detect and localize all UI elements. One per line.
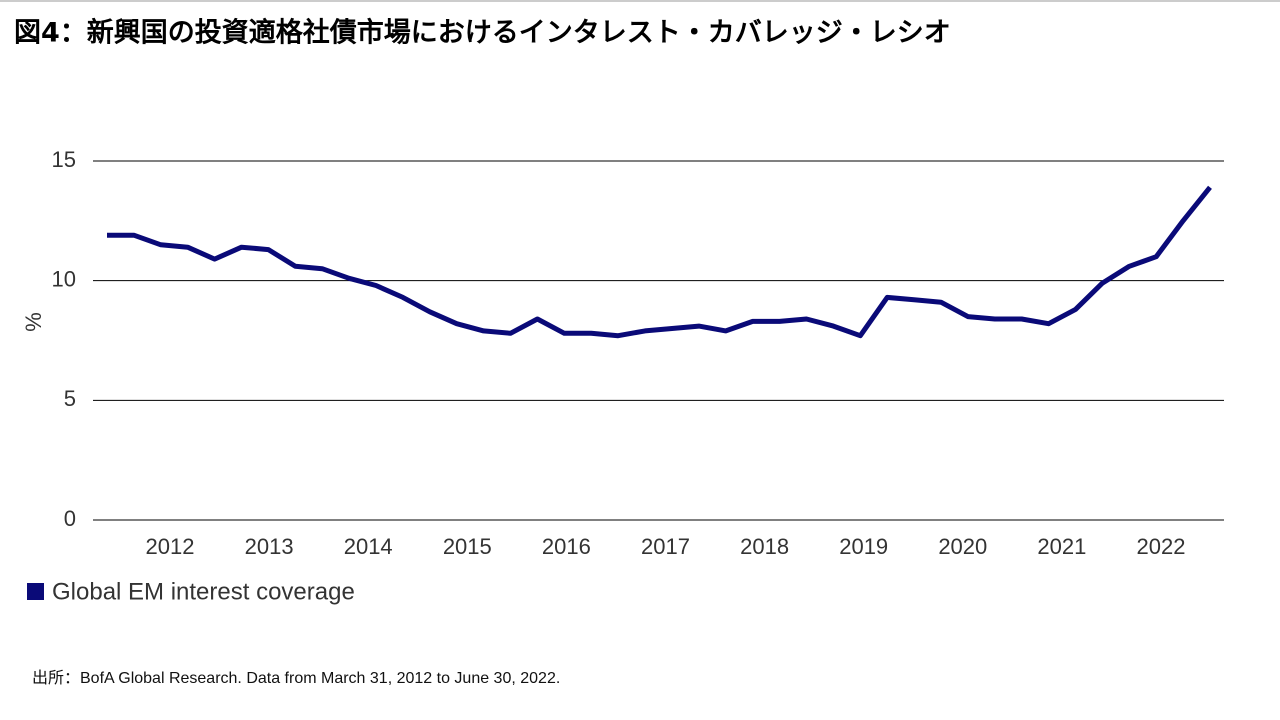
legend-label: Global EM interest coverage [52, 578, 355, 605]
y-tick-label: 0 [64, 506, 76, 531]
x-tick-label: 2015 [443, 534, 492, 559]
x-tick-label: 2018 [740, 534, 789, 559]
y-tick-label: 15 [52, 147, 76, 172]
x-tick-label: 2021 [1037, 534, 1086, 559]
x-tick-label: 2012 [146, 534, 195, 559]
x-tick-label: 2014 [344, 534, 393, 559]
y-tick-label: 5 [64, 386, 76, 411]
x-tick-label: 2013 [245, 534, 294, 559]
x-tick-label: 2019 [839, 534, 888, 559]
x-tick-label: 2020 [938, 534, 987, 559]
legend-swatch [27, 583, 44, 600]
data-line [107, 185, 1212, 339]
chart-title: 図4：新興国の投資適格社債市場におけるインタレスト・カバレッジ・レシオ [14, 17, 951, 49]
y-axis-label: % [21, 312, 46, 332]
x-tick-label: 2022 [1137, 534, 1186, 559]
x-tick-label: 2017 [641, 534, 690, 559]
source-note: 出所：BofA Global Research. Data from March… [32, 669, 560, 687]
y-tick-label: 10 [52, 266, 76, 291]
x-tick-label: 2016 [542, 534, 591, 559]
